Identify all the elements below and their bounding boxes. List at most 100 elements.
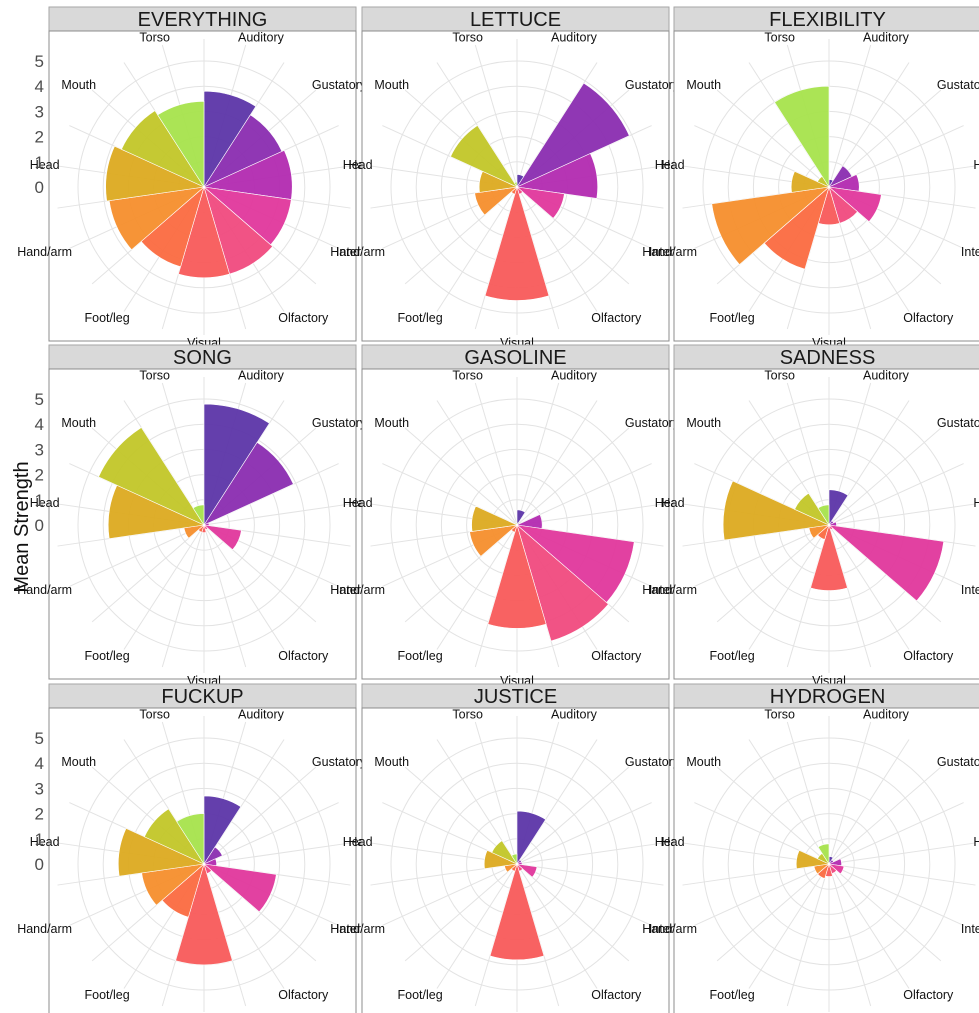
y-tick-label: 2 [35, 128, 44, 147]
grid-spoke [91, 524, 205, 623]
y-tick-label: 1 [35, 153, 44, 172]
y-tick-label: 2 [35, 805, 44, 824]
dimension-label-torso: Torso [764, 30, 795, 44]
grid-spoke [516, 427, 630, 526]
bar-visual [487, 523, 547, 629]
grid-spoke [748, 524, 830, 650]
panel-title: FLEXIBILITY [769, 9, 886, 31]
panel-lettuce: LETTUCEAuditoryGustatoryHapticInterocept… [330, 6, 721, 350]
panel-strip [48, 683, 357, 709]
y-axis-ticks: 5 4 3 2 1 0 [35, 52, 44, 197]
bar-interoceptive [516, 863, 538, 878]
dimension-label-haptic: Haptic [973, 835, 979, 849]
grid-spoke [203, 524, 285, 650]
grid-spoke [786, 863, 830, 1007]
grid-spoke [161, 382, 205, 526]
dimension-label-mouth: Mouth [374, 755, 409, 769]
dimension-label-head: Head [30, 496, 60, 510]
dimension-label-auditory: Auditory [863, 707, 910, 721]
dimension-label-gustatory: Gustatory [312, 78, 367, 92]
bar-mouth [121, 110, 205, 188]
grid-spoke [716, 766, 830, 865]
bars [450, 82, 630, 301]
dimension-label-auditory: Auditory [551, 707, 598, 721]
panel-strip [673, 683, 979, 709]
bar-visual [178, 185, 230, 278]
grid-spoke [69, 524, 205, 587]
dimension-label-mouth: Mouth [686, 78, 721, 92]
grid-spoke [748, 739, 830, 865]
bar-auditory [828, 489, 849, 527]
grid-spoke [203, 766, 317, 865]
grid-spoke [716, 863, 830, 962]
y-tick-label: 0 [35, 855, 44, 874]
panels: EVERYTHINGAuditoryGustatoryHapticInteroc… [17, 6, 979, 1013]
grid-spoke [203, 842, 351, 865]
panel-song: SONGAuditoryGustatoryHapticInteroceptive… [17, 344, 408, 688]
panel-strip [361, 683, 670, 709]
dimension-label-foot-leg: Foot/leg [398, 988, 443, 1002]
dimension-label-auditory: Auditory [551, 368, 598, 382]
dimension-label-olfactory: Olfactory [591, 311, 642, 325]
dimension-label-torso: Torso [764, 368, 795, 382]
dimension-label-olfactory: Olfactory [903, 988, 954, 1002]
dimension-label-auditory: Auditory [863, 30, 910, 44]
dimension-labels: Auditory Gustatory Haptic Interoceptive Olfa… [642, 368, 979, 688]
dimension-label-head: Head [343, 158, 373, 172]
bar-hand-arm [711, 186, 830, 265]
y-tick-label: 3 [35, 102, 44, 121]
y-axis-title: Mean Strength [11, 461, 33, 592]
dimension-label-olfactory: Olfactory [903, 649, 954, 663]
bar-auditory [203, 795, 242, 866]
y-axis-ticks: 5 4 3 2 1 0 [35, 390, 44, 535]
dimension-label-head: Head [655, 835, 685, 849]
bar-torso [817, 504, 830, 527]
dimension-label-interoceptive: Interoceptive [961, 583, 979, 597]
bar-hand-arm [474, 186, 518, 216]
grid-spoke [828, 863, 872, 1007]
bar-head [471, 505, 519, 532]
bar-visual [484, 185, 550, 301]
grid-spoke [203, 802, 339, 865]
grid-spoke [161, 524, 205, 668]
dimension-label-olfactory: Olfactory [903, 311, 954, 325]
grid-spoke [404, 427, 518, 526]
dimension-label-gustatory: Gustatory [312, 755, 367, 769]
grid-spoke [828, 739, 910, 865]
grid-spoke [828, 427, 942, 526]
grid-spoke [436, 863, 518, 989]
bar-head [118, 828, 206, 877]
grid-spoke [516, 186, 598, 312]
bar-mouth [450, 125, 518, 188]
dimension-label-olfactory: Olfactory [278, 649, 329, 663]
bar-mouth [144, 808, 205, 865]
dimension-label-mouth: Mouth [374, 416, 409, 430]
bar-mouth [794, 492, 830, 526]
dimension-label-foot-leg: Foot/leg [398, 311, 443, 325]
grid-spoke [436, 400, 518, 526]
grid-spoke [516, 863, 630, 962]
grid-spoke [828, 524, 910, 650]
bar-interoceptive [828, 186, 882, 223]
bar-torso [513, 181, 518, 189]
panel-gasoline: GASOLINEAuditoryGustatoryHapticInterocep… [330, 344, 721, 688]
y-tick-label: 5 [35, 390, 44, 409]
bar-interoceptive [203, 863, 277, 913]
grid-spoke [828, 863, 964, 926]
y-tick-label: 1 [35, 830, 44, 849]
dimension-label-foot-leg: Foot/leg [85, 988, 130, 1002]
bar-mouth [98, 427, 205, 526]
y-tick-label: 4 [35, 415, 44, 434]
grid-spoke [716, 524, 830, 623]
grid-spoke [404, 863, 518, 962]
bars [711, 85, 882, 270]
dimension-label-foot-leg: Foot/leg [710, 649, 755, 663]
dimension-label-mouth: Mouth [374, 78, 409, 92]
panel-fuckup: FUCKUPAuditoryGustatoryHapticInterocepti… [17, 683, 408, 1013]
panel-title: SONG [173, 347, 232, 369]
dimension-label-foot-leg: Foot/leg [710, 988, 755, 1002]
dimension-label-hand-arm: Hand/arm [17, 245, 72, 259]
dimension-label-head: Head [343, 835, 373, 849]
